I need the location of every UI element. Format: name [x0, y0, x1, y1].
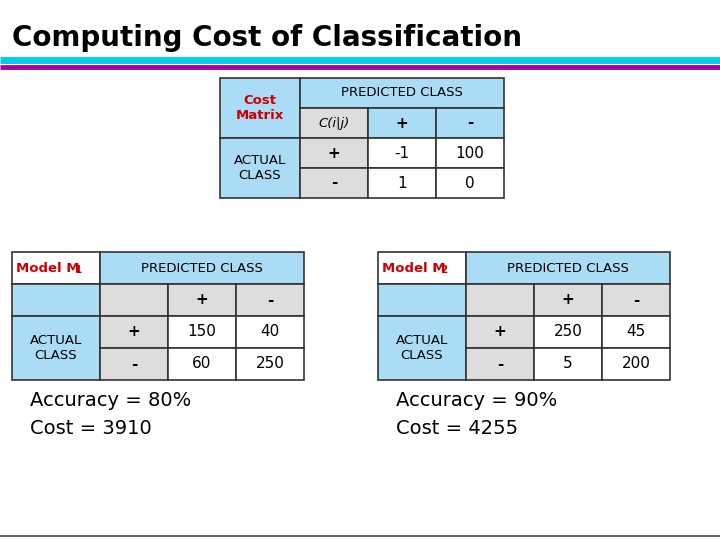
Bar	[12, 284, 100, 316]
Bar	[236, 348, 304, 380]
Text: -: -	[633, 293, 639, 307]
Bar	[100, 316, 168, 348]
Bar	[168, 284, 236, 316]
Bar	[220, 138, 300, 198]
Text: Model M: Model M	[382, 261, 446, 274]
Bar	[466, 284, 534, 316]
Text: ACTUAL
CLASS: ACTUAL CLASS	[30, 334, 82, 362]
Text: 60: 60	[192, 356, 212, 372]
Bar	[466, 316, 534, 348]
Text: 1: 1	[74, 265, 81, 275]
Text: ACTUAL
CLASS: ACTUAL CLASS	[396, 334, 448, 362]
Text: Model M: Model M	[17, 261, 80, 274]
Text: 40: 40	[261, 325, 279, 340]
Text: -: -	[497, 356, 503, 372]
Text: +: +	[562, 293, 575, 307]
Text: +: +	[395, 116, 408, 131]
Text: -: -	[467, 116, 473, 131]
Bar	[602, 316, 670, 348]
Bar	[368, 108, 436, 138]
Text: +: +	[127, 325, 140, 340]
Text: PREDICTED CLASS: PREDICTED CLASS	[141, 261, 263, 274]
Text: 150: 150	[188, 325, 217, 340]
Text: ACTUAL
CLASS: ACTUAL CLASS	[234, 154, 286, 182]
Text: +: +	[494, 325, 506, 340]
Bar	[534, 348, 602, 380]
Bar	[300, 78, 504, 108]
Bar	[378, 252, 466, 284]
Bar	[436, 168, 504, 198]
Text: Cost = 3910: Cost = 3910	[30, 418, 152, 437]
Bar	[436, 108, 504, 138]
Text: 45: 45	[626, 325, 646, 340]
Text: Cost = 4255: Cost = 4255	[396, 418, 518, 437]
Bar	[100, 348, 168, 380]
Text: 1: 1	[397, 176, 407, 191]
Bar	[100, 284, 168, 316]
Bar	[466, 252, 670, 284]
Text: +: +	[328, 145, 341, 160]
Text: 200: 200	[621, 356, 650, 372]
Bar	[12, 252, 100, 284]
Text: Accuracy = 80%: Accuracy = 80%	[30, 390, 192, 409]
Bar	[602, 348, 670, 380]
Text: -: -	[131, 356, 138, 372]
Bar	[300, 108, 368, 138]
Text: 5: 5	[563, 356, 573, 372]
Bar	[436, 138, 504, 168]
Bar	[602, 284, 670, 316]
Text: 250: 250	[256, 356, 284, 372]
Bar	[236, 316, 304, 348]
Text: 0: 0	[465, 176, 474, 191]
Bar	[534, 284, 602, 316]
Bar	[534, 316, 602, 348]
Text: 2: 2	[441, 265, 448, 275]
Text: -1: -1	[395, 145, 410, 160]
Bar	[378, 316, 466, 380]
Bar	[368, 168, 436, 198]
Bar	[220, 78, 300, 138]
Text: +: +	[196, 293, 208, 307]
Text: C(i|j): C(i|j)	[318, 117, 350, 130]
Bar	[300, 138, 368, 168]
Bar	[168, 316, 236, 348]
Text: 100: 100	[456, 145, 485, 160]
Text: PREDICTED CLASS: PREDICTED CLASS	[507, 261, 629, 274]
Text: -: -	[330, 176, 337, 191]
Bar	[300, 168, 368, 198]
Bar	[378, 284, 466, 316]
Bar	[466, 348, 534, 380]
Text: Accuracy = 90%: Accuracy = 90%	[396, 390, 557, 409]
Text: 250: 250	[554, 325, 582, 340]
Text: -: -	[267, 293, 273, 307]
Text: PREDICTED CLASS: PREDICTED CLASS	[341, 86, 463, 99]
Bar	[12, 316, 100, 380]
Bar	[168, 348, 236, 380]
Bar	[100, 252, 304, 284]
Text: Computing Cost of Classification: Computing Cost of Classification	[12, 24, 522, 52]
Text: Cost
Matrix: Cost Matrix	[236, 94, 284, 122]
Bar	[236, 284, 304, 316]
Bar	[368, 138, 436, 168]
